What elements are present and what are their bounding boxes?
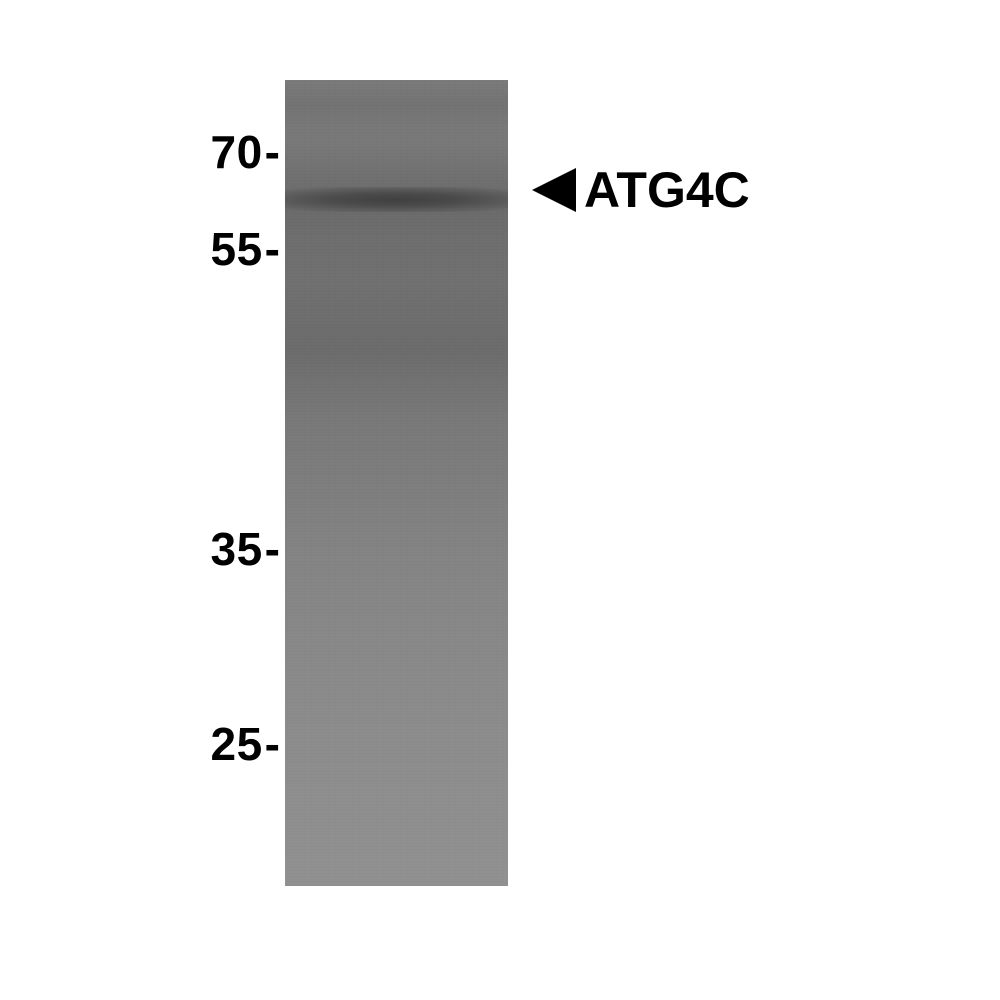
mw-marker-55: 55- bbox=[211, 222, 281, 276]
smear-mid bbox=[285, 80, 508, 130]
atg4c-band bbox=[285, 187, 508, 212]
blot-canvas: 70- 55- 35- 25- ATG4C bbox=[0, 0, 1000, 1000]
mw-marker-35: 35- bbox=[211, 522, 281, 576]
band-label-text: ATG4C bbox=[584, 161, 750, 219]
mw-marker-value: 70 bbox=[211, 125, 263, 179]
mw-marker-value: 55 bbox=[211, 222, 263, 276]
arrow-left-icon bbox=[530, 166, 578, 214]
gel-lane bbox=[285, 80, 508, 886]
mw-marker-25: 25- bbox=[211, 717, 281, 771]
mw-marker-dash: - bbox=[265, 717, 280, 771]
smear-upper bbox=[285, 280, 508, 420]
mw-marker-70: 70- bbox=[211, 125, 281, 179]
band-label-atg4c: ATG4C bbox=[530, 161, 750, 219]
mw-marker-dash: - bbox=[265, 522, 280, 576]
mw-marker-value: 25 bbox=[211, 717, 263, 771]
mw-marker-value: 35 bbox=[211, 522, 263, 576]
mw-marker-dash: - bbox=[265, 125, 280, 179]
mw-marker-dash: - bbox=[265, 222, 280, 276]
